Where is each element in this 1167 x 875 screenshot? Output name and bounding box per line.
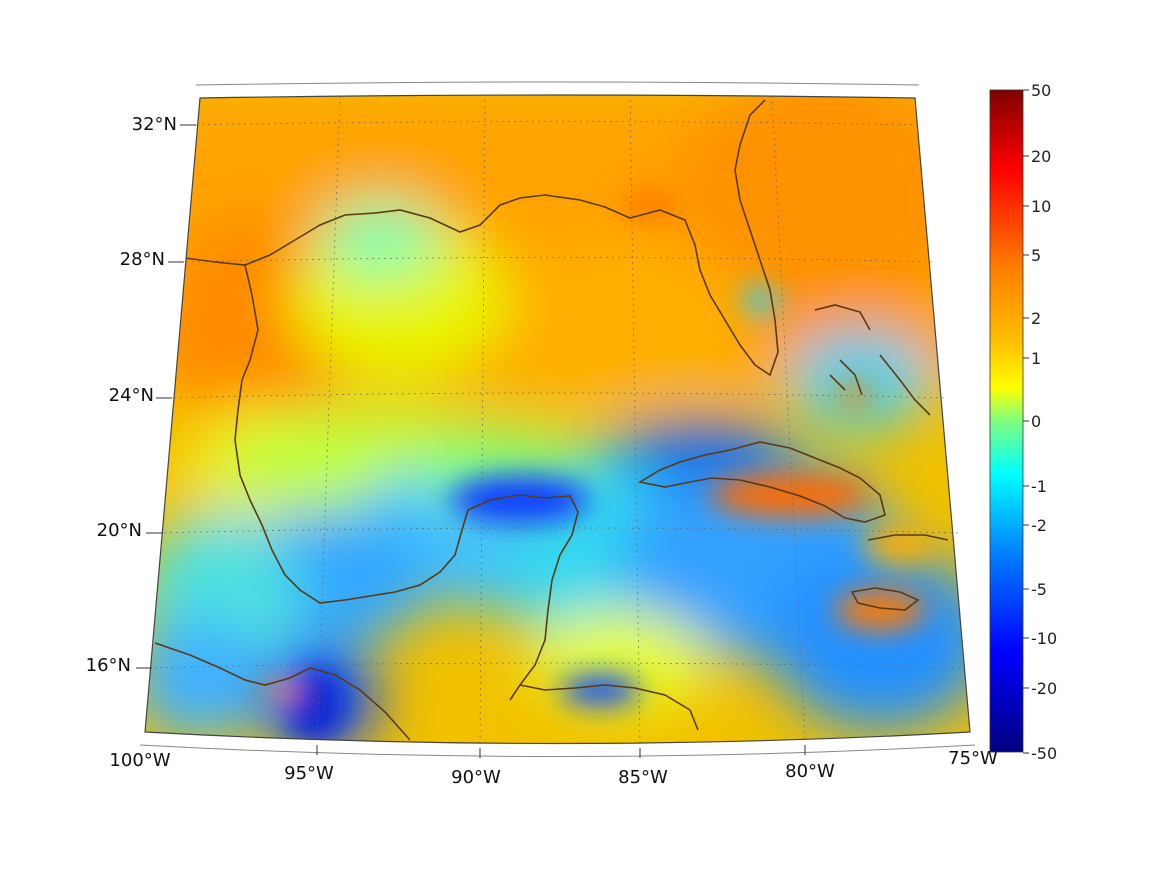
lon-label: 85°W: [618, 767, 668, 788]
colorbar-tick-label: 20: [1031, 147, 1051, 166]
lat-label: 32°N: [132, 114, 177, 135]
colorbar-tick-label: 10: [1031, 197, 1051, 216]
mexico-gulf-coast: [234, 264, 579, 701]
colorbar-tick-label: 50: [1031, 81, 1051, 100]
cuba-outline: [637, 441, 886, 523]
colorbar-tick-label: -2: [1031, 516, 1047, 535]
jamaica-outline: [850, 587, 920, 611]
colorbar-tick-label: 2: [1031, 309, 1041, 328]
lat-label: 28°N: [120, 249, 165, 270]
colorbar-tick-label: -1: [1031, 477, 1047, 496]
field-layer: [145, 95, 970, 744]
lat-label: 16°N: [86, 655, 131, 676]
central-america-caribbean-coast: [519, 684, 699, 731]
colorbar-gradient: [989, 89, 1024, 753]
lon-label: 80°W: [785, 761, 835, 782]
lon-label: 100°W: [109, 750, 170, 771]
lon-label: 90°W: [451, 767, 501, 788]
lon-label: 75°W: [948, 748, 998, 769]
central-america-pacific-coast: [154, 642, 411, 741]
coastlines: [154, 99, 949, 741]
colorbar-tick-label: -5: [1031, 580, 1047, 599]
us-gulf-coast: [184, 99, 779, 377]
colorbar-tick-label: -20: [1031, 679, 1057, 698]
colorbar-tick-label: 0: [1031, 412, 1041, 431]
bahamas-outline: [814, 304, 931, 416]
colorbar-tick-label: 5: [1031, 246, 1041, 265]
map-frame: [136, 81, 976, 758]
latitude-labels: 32°N 28°N 24°N 20°N 16°N: [86, 114, 177, 676]
colorbar-tick-label: 1: [1031, 349, 1041, 368]
colorbar-tick-label: -50: [1031, 744, 1057, 763]
lat-label: 24°N: [109, 385, 154, 406]
lon-label: 95°W: [284, 763, 334, 784]
longitude-labels: 100°W 95°W 90°W 85°W 80°W 75°W: [109, 748, 998, 788]
hispaniola-outline: [867, 534, 949, 541]
colorbar-tick-label: -10: [1031, 629, 1057, 648]
lat-label: 20°N: [97, 520, 142, 541]
